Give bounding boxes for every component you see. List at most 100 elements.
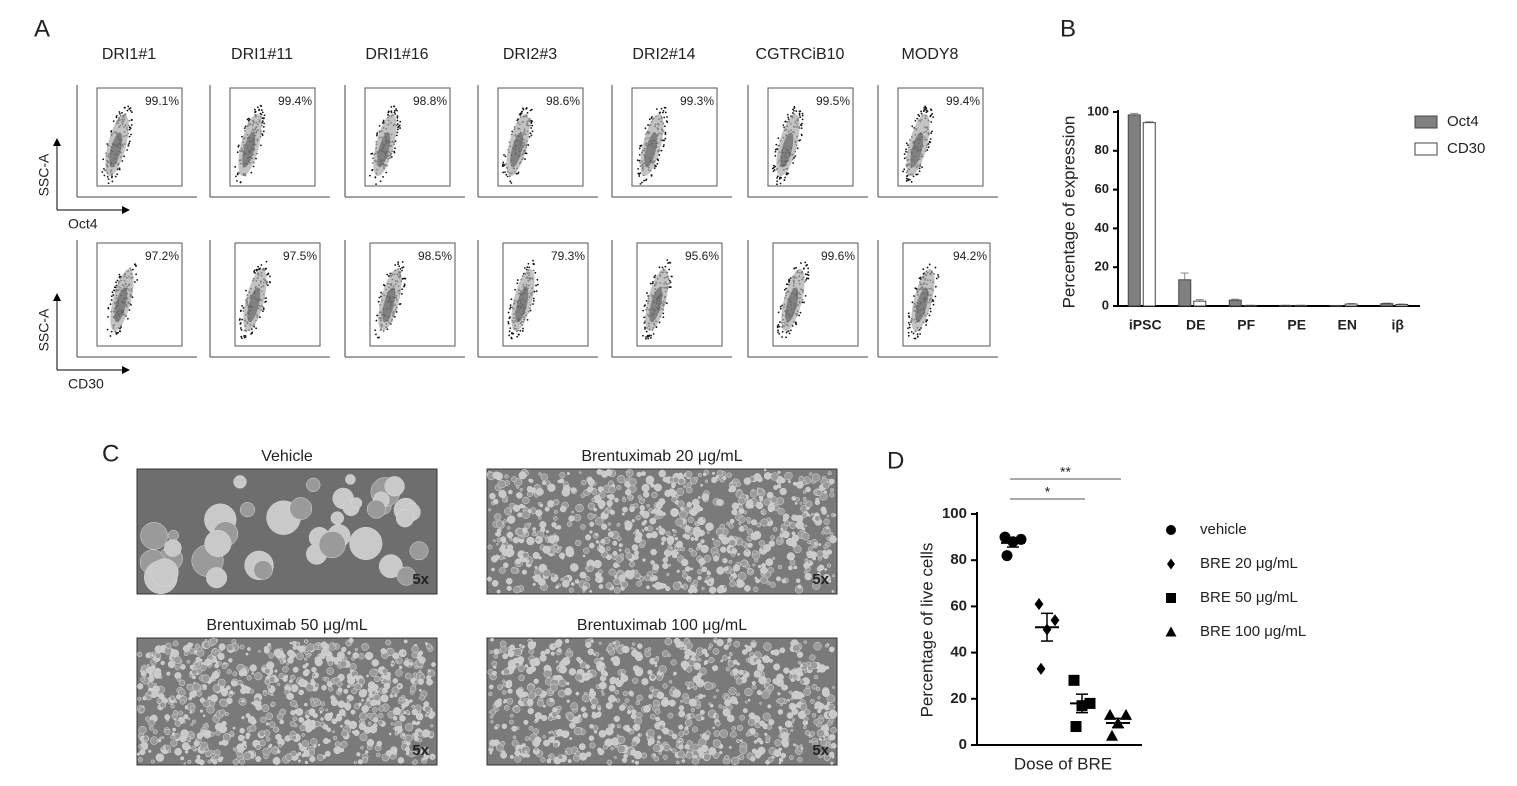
cell <box>738 497 746 505</box>
event-dot <box>237 171 240 174</box>
cell <box>826 694 836 703</box>
event-dot <box>104 169 106 172</box>
colony <box>349 526 383 561</box>
cell <box>788 565 793 571</box>
cell <box>623 753 629 759</box>
panel-label: B <box>1060 15 1076 42</box>
cell <box>409 662 413 666</box>
cell <box>422 757 425 761</box>
event-dot <box>648 334 651 337</box>
event-dot <box>267 284 269 287</box>
sample-name: MODY8 <box>902 46 959 63</box>
cell <box>509 754 514 759</box>
cell <box>617 475 626 484</box>
cell <box>274 677 279 683</box>
cell <box>605 582 613 589</box>
event-dot <box>932 300 935 303</box>
cell <box>708 657 715 664</box>
cell <box>676 487 685 496</box>
event-dot <box>521 330 524 332</box>
event-dot <box>131 111 133 114</box>
event-dot <box>925 320 928 323</box>
event-dot <box>128 135 131 138</box>
event-dot <box>107 182 110 185</box>
event-dot <box>244 125 247 128</box>
cell <box>618 548 622 552</box>
cell <box>673 672 677 676</box>
cell <box>589 742 596 749</box>
cell <box>142 735 149 742</box>
cell <box>629 495 633 499</box>
cell <box>644 650 652 658</box>
cell <box>692 743 700 751</box>
cell <box>755 578 760 584</box>
cell <box>821 531 825 535</box>
event-dot <box>103 168 105 170</box>
cell <box>136 752 141 756</box>
cell <box>341 730 349 737</box>
event-dot <box>798 314 801 317</box>
cell <box>724 754 730 760</box>
cell <box>403 659 410 667</box>
event-dot <box>401 278 404 280</box>
event-dot <box>925 324 928 326</box>
event-dot <box>238 319 241 321</box>
cell <box>575 539 582 547</box>
cell <box>711 537 715 541</box>
cell <box>716 499 723 506</box>
cell <box>645 475 655 485</box>
event-dot <box>257 265 259 268</box>
event-dot <box>522 108 525 111</box>
cell <box>637 643 643 649</box>
cell <box>800 664 804 668</box>
micrograph <box>486 468 838 595</box>
cell <box>751 681 756 686</box>
cell <box>564 687 572 696</box>
cell <box>212 648 217 653</box>
cell <box>618 574 626 582</box>
legend-swatch <box>1414 142 1438 156</box>
cell <box>578 659 583 664</box>
event-dot <box>656 163 659 165</box>
cell <box>486 576 492 582</box>
cell <box>633 750 643 760</box>
cell <box>299 724 307 732</box>
cell <box>550 573 556 578</box>
event-dot <box>654 274 657 277</box>
event-dot <box>785 283 788 286</box>
cell <box>738 521 742 526</box>
event-dot <box>777 311 780 314</box>
cell <box>167 660 176 669</box>
cell <box>621 512 625 516</box>
cell <box>688 547 693 553</box>
cell <box>514 662 520 668</box>
cell <box>409 685 417 692</box>
cell <box>237 679 243 686</box>
cell <box>521 569 527 575</box>
event-dot <box>114 175 117 178</box>
cell <box>301 733 305 737</box>
cell <box>814 515 821 522</box>
event-dot <box>669 286 672 288</box>
cell <box>768 540 776 547</box>
cell <box>556 525 562 530</box>
cell <box>595 517 604 526</box>
colony <box>366 499 386 519</box>
cell <box>146 690 153 697</box>
cell <box>634 760 639 765</box>
cell <box>767 704 772 709</box>
cell <box>772 527 778 532</box>
event-dot <box>516 335 519 338</box>
event-dot <box>786 173 788 176</box>
cell <box>587 512 595 520</box>
colony <box>378 554 403 579</box>
cell <box>831 590 835 593</box>
event-dot <box>668 279 671 282</box>
event-dot <box>263 122 266 125</box>
cell <box>195 758 202 764</box>
cell <box>194 643 200 649</box>
cell <box>226 669 232 675</box>
cell <box>547 483 556 492</box>
event-dot <box>907 321 910 324</box>
cell <box>662 754 668 760</box>
